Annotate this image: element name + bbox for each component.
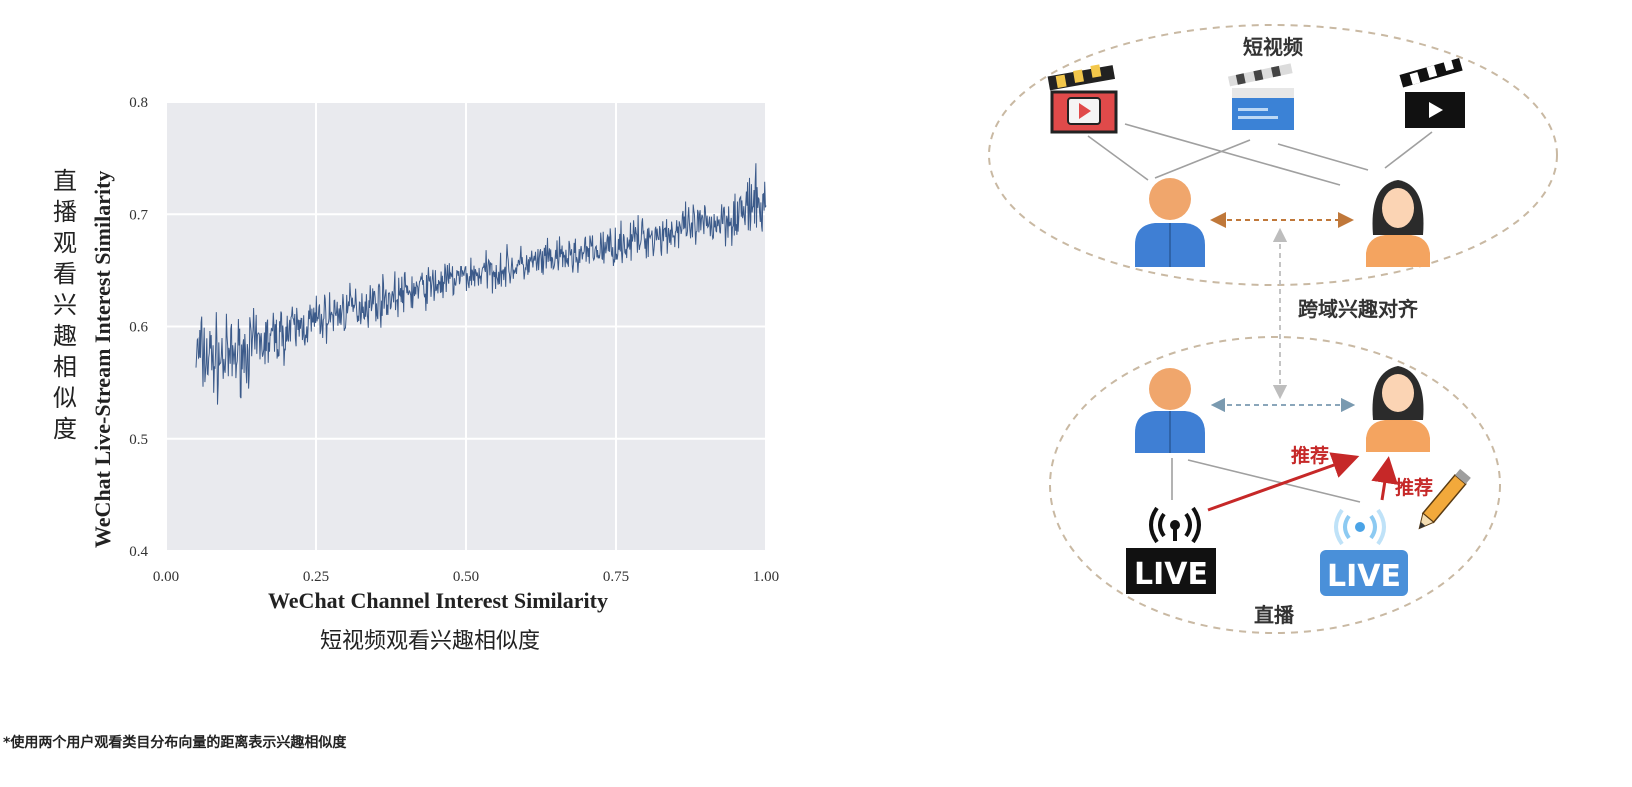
x-tick-label: 0.50	[453, 569, 479, 585]
live-badge-black	[1126, 548, 1216, 594]
user-live-link	[1187, 459, 1361, 503]
x-axis-ticks: 0.00 0.25 0.50 0.75 1.00	[153, 569, 779, 585]
pencil-icon	[1418, 468, 1471, 530]
short-video-label: 短视频	[1243, 35, 1303, 59]
clapperboard-blue-icon	[1227, 63, 1294, 130]
y-tick-label: 0.5	[129, 432, 148, 448]
series-line	[195, 163, 767, 405]
y-tick-label: 0.4	[129, 544, 148, 560]
y-tick-label: 0.8	[129, 95, 148, 111]
x-tick-label: 0.00	[153, 569, 179, 585]
x-axis-label-cn: 短视频观看兴趣相似度	[320, 629, 541, 654]
similarity-chart: 0.00 0.25 0.50 0.75 1.00 0.4 0.5 0.6 0.7 0.8	[129, 95, 779, 585]
broadcast-icon	[1149, 506, 1201, 544]
broadcast-icon	[1334, 508, 1386, 546]
recommend-arrow-2	[1371, 456, 1399, 501]
female-user-icon	[1366, 180, 1430, 267]
male-user-icon	[1135, 178, 1205, 267]
x-tick-label: 0.75	[603, 569, 629, 585]
live-label: 直播	[1254, 603, 1295, 627]
x-tick-label: 0.25	[303, 569, 329, 585]
live-badge-blue	[1320, 550, 1408, 596]
recommend-arrow-1	[1207, 452, 1360, 512]
short-video-ellipse	[988, 24, 1558, 286]
alignment-label: 跨域兴趣对齐	[1298, 297, 1419, 321]
live-badge-text-1: LIVE	[1134, 557, 1208, 592]
recommend-label-2: 推荐	[1395, 476, 1433, 499]
y-axis-ticks: 0.4 0.5 0.6 0.7 0.8	[129, 95, 148, 560]
x-axis-label: WeChat Channel Interest Similarity	[268, 588, 608, 613]
live-badge-text-2: LIVE	[1327, 559, 1401, 594]
male-user-icon	[1135, 368, 1205, 453]
clapperboard-black-icon	[1399, 57, 1465, 128]
alignment-diagram: 短视频 跨域兴趣对齐 推荐 推荐	[988, 24, 1558, 634]
female-user-icon	[1366, 366, 1430, 452]
video-user-links	[1087, 123, 1433, 186]
clapperboard-red-icon	[1047, 64, 1118, 134]
footnote: *使用两个用户观看类目分布向量的距离表示兴趣相似度	[3, 735, 347, 751]
y-axis-label-cn: 直播观看兴趣相似度	[53, 167, 77, 443]
y-tick-label: 0.6	[129, 320, 148, 336]
y-axis-label: WeChat Live-Stream Interest Similarity	[90, 170, 115, 548]
y-tick-label: 0.7	[129, 207, 148, 223]
x-tick-label: 1.00	[753, 569, 779, 585]
recommend-label-1: 推荐	[1291, 444, 1329, 467]
